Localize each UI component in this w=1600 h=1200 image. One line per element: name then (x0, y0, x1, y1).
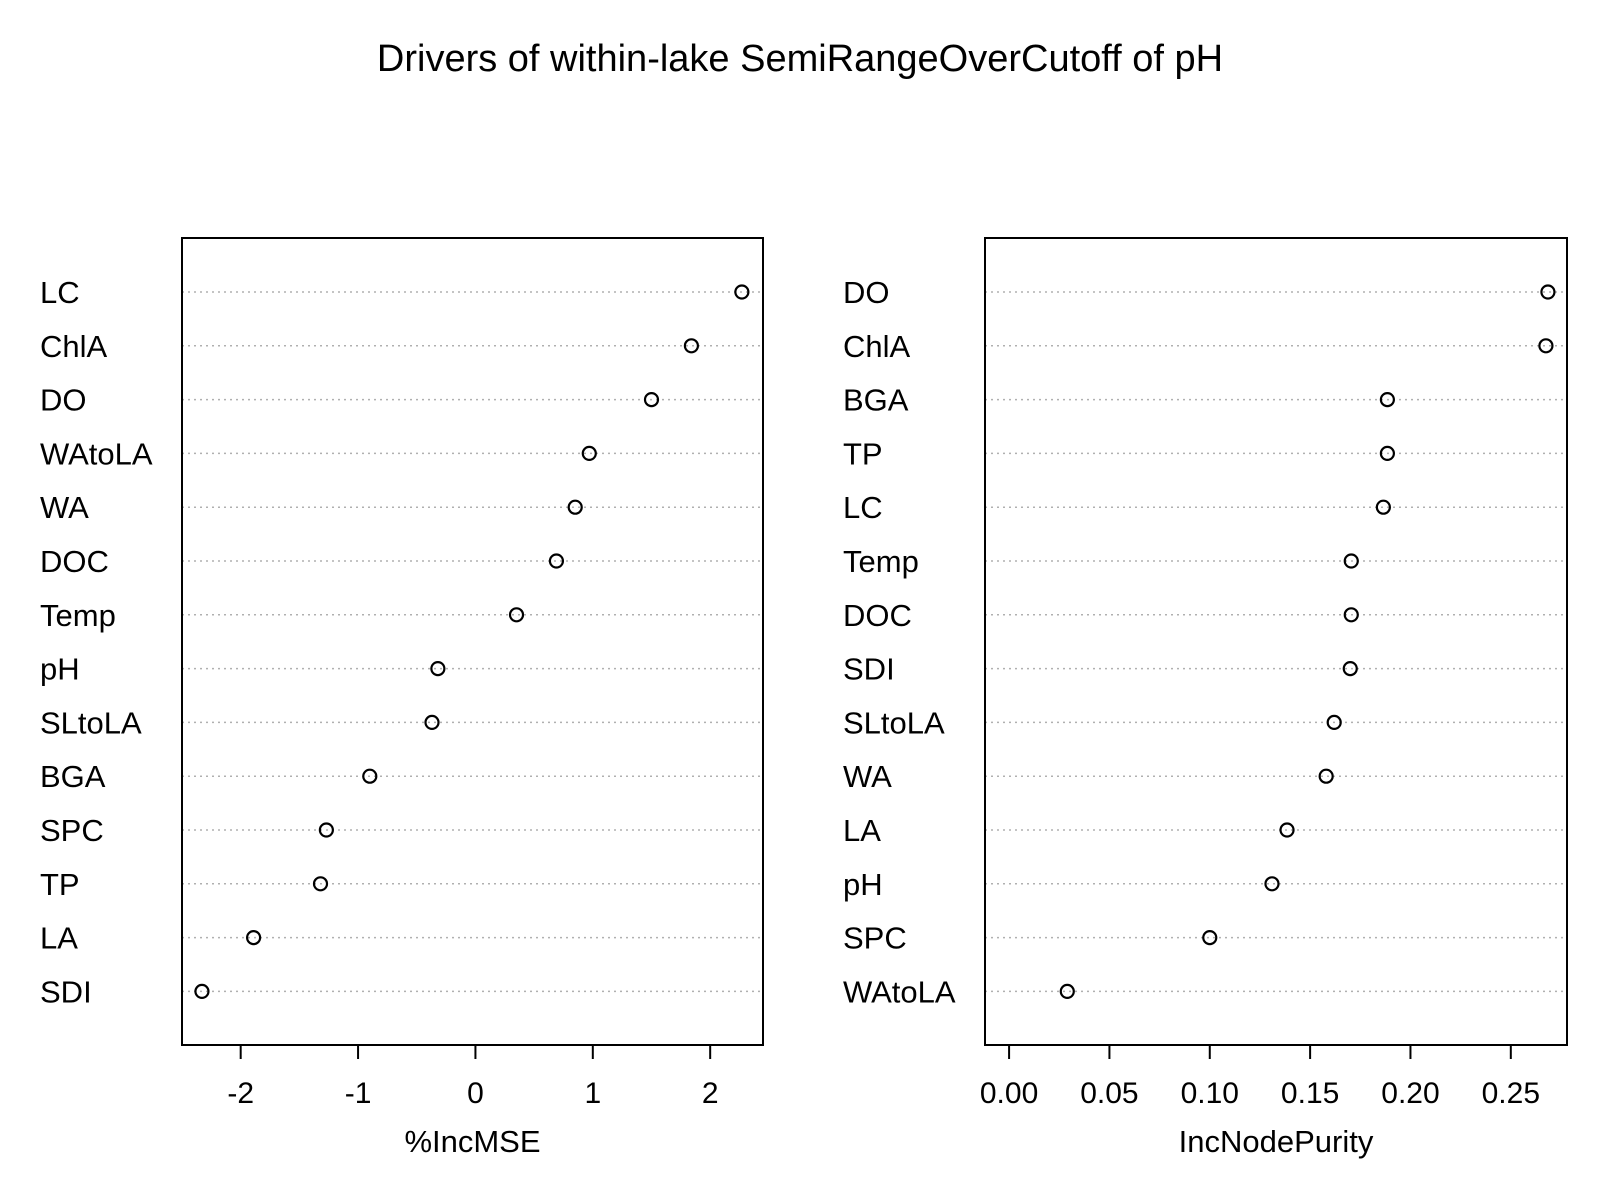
category-label: DOC (843, 598, 912, 633)
data-point (1375, 499, 1391, 515)
category-label: SDI (843, 652, 895, 687)
data-point (1318, 768, 1334, 784)
data-point (312, 876, 329, 892)
category-label: ChlA (40, 329, 108, 364)
data-point (1343, 553, 1359, 569)
category-label: BGA (843, 383, 909, 418)
data-point (362, 768, 378, 784)
x-tick-label: 0.20 (1381, 1077, 1439, 1110)
x-tick-label: 0.00 (980, 1077, 1038, 1110)
category-label: TP (40, 867, 80, 902)
data-point (1540, 284, 1556, 300)
category-label: BGA (40, 759, 106, 794)
category-label: DOC (40, 544, 109, 579)
category-label: Temp (843, 544, 919, 579)
category-label: SDI (40, 974, 92, 1009)
category-label: DO (40, 383, 87, 418)
data-point (245, 929, 262, 946)
category-label: WA (843, 759, 892, 794)
data-point (548, 553, 565, 569)
x-tick-label: 0.25 (1482, 1077, 1540, 1110)
data-point (1264, 876, 1280, 892)
x-tick-label: 0.05 (1080, 1077, 1138, 1110)
category-label: Temp (40, 598, 116, 633)
x-tick-label: 0.10 (1181, 1077, 1239, 1110)
category-label: ChlA (843, 329, 911, 364)
incmse-panel: LC ChlA DO WAtoLA WA DOC Temp pH SLtoLA BGA SPC TP L… (40, 237, 764, 1159)
category-label: SPC (843, 921, 907, 956)
data-point (1279, 822, 1295, 838)
category-label: TP (843, 436, 883, 471)
data-point (430, 660, 446, 677)
data-point (1059, 983, 1075, 1000)
category-label: SPC (40, 813, 104, 848)
data-point (1379, 392, 1395, 408)
data-point (1343, 607, 1359, 623)
x-tick-label: 2 (702, 1077, 719, 1110)
data-point (567, 499, 583, 515)
data-point (1326, 714, 1342, 731)
data-point (194, 983, 210, 1000)
category-label: LA (843, 813, 881, 848)
category-label: pH (40, 652, 80, 687)
plot-frame (181, 237, 764, 1046)
category-label: pH (843, 867, 883, 902)
category-label: LC (40, 275, 80, 310)
category-label: LC (843, 490, 883, 525)
chart-title: Drivers of within-lake SemiRangeOverCuto… (377, 38, 1223, 80)
x-tick-label: 1 (584, 1077, 601, 1110)
category-label: SLtoLA (40, 705, 142, 740)
x-tick-label: -1 (345, 1077, 372, 1110)
category-label: LA (40, 921, 78, 956)
x-axis-title: IncNodePurity (1179, 1124, 1374, 1159)
category-label: SLtoLA (843, 705, 945, 740)
data-point (1342, 660, 1358, 677)
data-point (643, 392, 660, 408)
category-label: WAtoLA (843, 974, 956, 1009)
data-point (1202, 929, 1218, 946)
category-label: WA (40, 490, 89, 525)
data-point (1538, 338, 1554, 354)
category-label: WAtoLA (40, 436, 153, 471)
x-tick-label: -2 (227, 1077, 254, 1110)
data-point (581, 445, 597, 461)
plot-frame (984, 237, 1568, 1046)
x-axis-title: %IncMSE (404, 1124, 540, 1159)
data-point (318, 822, 334, 838)
data-point (508, 607, 525, 623)
incnodepurity-panel: DO ChlA BGA TP LC Temp DOC SDI SLtoLA WA LA pH SPC WA… (843, 237, 1568, 1159)
data-point (424, 714, 440, 731)
x-tick-label: 0.15 (1281, 1077, 1339, 1110)
data-point (683, 338, 700, 354)
category-label: DO (843, 275, 890, 310)
x-tick-label: 0 (467, 1077, 484, 1110)
data-point (734, 284, 750, 300)
data-point (1379, 445, 1395, 461)
